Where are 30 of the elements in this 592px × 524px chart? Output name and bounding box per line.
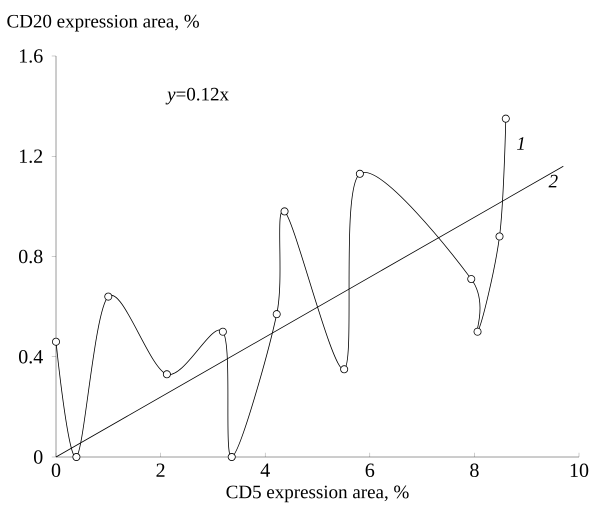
x-axis-title: CD5 expression area, % bbox=[226, 486, 409, 502]
point bbox=[218, 328, 227, 336]
point bbox=[72, 453, 80, 461]
point bbox=[502, 114, 510, 123]
point bbox=[104, 292, 112, 301]
x-tick-label: 10 bbox=[570, 464, 588, 478]
y-axis-title: CD20 expression area, % bbox=[7, 14, 199, 32]
x-tick-label: 8 bbox=[470, 464, 479, 478]
series-label: 1 bbox=[516, 137, 524, 150]
point bbox=[228, 453, 236, 461]
y-tick-label: 0.8 bbox=[18, 250, 42, 264]
y-tick-label: 1.6 bbox=[20, 49, 43, 63]
x-tick-label: 4 bbox=[260, 464, 270, 477]
point bbox=[356, 170, 364, 178]
point bbox=[162, 370, 171, 378]
y-tick-label: 1.2 bbox=[20, 149, 42, 164]
x-tick-label: 2 bbox=[156, 464, 164, 477]
point bbox=[340, 365, 348, 374]
x-tick-label: 6 bbox=[366, 464, 374, 477]
point bbox=[52, 338, 60, 346]
point bbox=[496, 232, 504, 240]
x-tick-label: 0 bbox=[52, 464, 60, 478]
point bbox=[280, 207, 289, 216]
y-tick-label: 0 bbox=[34, 450, 42, 464]
point bbox=[474, 328, 482, 336]
series-label: 2 bbox=[548, 174, 558, 188]
point bbox=[467, 275, 476, 284]
annotation: y=0.12x bbox=[166, 88, 229, 104]
point bbox=[272, 310, 281, 318]
y-tick-label: 0.4 bbox=[18, 350, 43, 364]
